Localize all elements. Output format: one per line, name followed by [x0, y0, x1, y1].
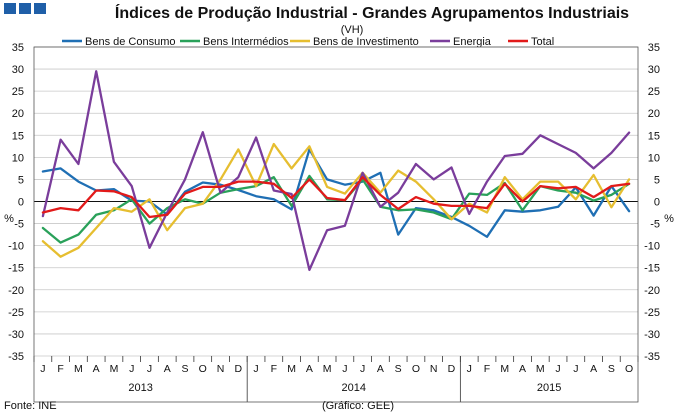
x-year-label: 2015: [537, 382, 561, 394]
legend: Bens de Consumo Bens Intermédios Bens de I…: [62, 36, 554, 48]
chart-subtitle: (VH): [341, 24, 364, 36]
y-tick-label-left: 20: [12, 108, 24, 120]
x-month-label: O: [412, 363, 420, 375]
y-tick-label-left: 10: [12, 152, 24, 164]
y-tick-label-left: 35: [12, 42, 24, 54]
y-tick-label-right: -30: [644, 329, 660, 341]
gridlines: [34, 46, 638, 357]
x-month-label: A: [377, 363, 384, 375]
x-month-label: M: [287, 363, 296, 375]
logo-square-3: [34, 3, 46, 14]
x-month-label: F: [57, 363, 63, 375]
y-tick-label-right: -10: [644, 241, 660, 253]
x-month-label: A: [93, 363, 100, 375]
x-month-label: M: [110, 363, 119, 375]
x-month-label: O: [625, 363, 633, 375]
x-month-label: S: [608, 363, 615, 375]
x-month-label: J: [360, 363, 365, 375]
y-tick-label-right: -5: [650, 219, 660, 231]
right-y-axis: 35 30 25 20 15 10 5 0 -5 -10 -15 -20 -25 -30 -35: [644, 42, 660, 363]
y-tick-label-right: -20: [644, 285, 660, 297]
y-tick-label-left: 15: [12, 130, 24, 142]
series-lines: [41, 70, 631, 272]
logo-square-2: [19, 3, 31, 14]
x-month-label: M: [323, 363, 332, 375]
x-month-label: J: [129, 363, 134, 375]
series-line-bens-de-consumo: [41, 148, 631, 238]
x-month-label: J: [40, 363, 45, 375]
legend-label-energia: Energia: [453, 36, 492, 48]
y-tick-label-left: 0: [18, 197, 24, 209]
y-tick-label-left: 5: [18, 174, 24, 186]
legend-label-bens-de-consumo: Bens de Consumo: [85, 36, 176, 48]
logo: [4, 3, 46, 14]
legend-label-bens-de-investimento: Bens de Investimento: [313, 36, 419, 48]
y-tick-label-right: -15: [644, 263, 660, 275]
left-y-axis: 35 30 25 20 15 10 5 0 -5 -10 -15 -20 -25 -30 -35: [8, 42, 24, 363]
x-month-label: J: [573, 363, 578, 375]
y-tick-label-right: 30: [648, 64, 660, 76]
x-month-label: J: [253, 363, 258, 375]
x-month-label: M: [500, 363, 509, 375]
y-tick-label-right: -35: [644, 351, 660, 363]
x-month-label: A: [306, 363, 313, 375]
y-tick-label-right: 35: [648, 42, 660, 54]
y-tick-label-left: -15: [8, 263, 24, 275]
y-tick-label-right: 5: [654, 174, 660, 186]
y-tick-label-right: -25: [644, 307, 660, 319]
y-tick-label-right: 0: [654, 197, 660, 209]
source-note: Fonte: INE: [4, 400, 57, 412]
y-tick-label-left: -5: [14, 219, 24, 231]
x-month-label: J: [467, 363, 472, 375]
y-tick-label-left: -30: [8, 329, 24, 341]
y-tick-label-left: -10: [8, 241, 24, 253]
credit-note: (Gráfico: GEE): [322, 400, 394, 412]
y-tick-label-right: 20: [648, 108, 660, 120]
y-tick-label-left: 25: [12, 86, 24, 98]
x-month-label: J: [555, 363, 560, 375]
chart-title: Índices de Produção Industrial - Grandes…: [115, 3, 629, 22]
x-month-label: N: [430, 363, 438, 375]
x-month-label: F: [484, 363, 490, 375]
x-month-label: A: [164, 363, 171, 375]
x-month-label: F: [271, 363, 277, 375]
x-month-label: A: [590, 363, 597, 375]
y-tick-label-left: -25: [8, 307, 24, 319]
x-month-label: A: [519, 363, 526, 375]
x-month-label: S: [395, 363, 402, 375]
x-year-label: 2013: [128, 382, 152, 394]
y-tick-label-right: 10: [648, 152, 660, 164]
x-year-label: 2014: [342, 382, 366, 394]
legend-label-total: Total: [531, 36, 554, 48]
legend-label-bens-intermedios: Bens Intermédios: [203, 36, 289, 48]
x-month-label: J: [147, 363, 152, 375]
y-tick-label-left: -20: [8, 285, 24, 297]
x-month-label: N: [217, 363, 225, 375]
x-month-label: M: [74, 363, 83, 375]
x-month-label: M: [536, 363, 545, 375]
series-line-total: [41, 176, 631, 219]
y-tick-label-right: 25: [648, 86, 660, 98]
right-y-axis-unit: %: [664, 213, 674, 225]
x-month-label: J: [342, 363, 347, 375]
x-month-label: S: [181, 363, 188, 375]
y-tick-label-right: 15: [648, 130, 660, 142]
y-tick-label-left: 30: [12, 64, 24, 76]
left-y-axis-unit: %: [4, 213, 14, 225]
x-month-label: D: [234, 363, 242, 375]
plot-frame: [33, 46, 639, 403]
logo-square-1: [4, 3, 16, 14]
x-month-label: D: [448, 363, 456, 375]
x-month-label: O: [199, 363, 207, 375]
y-tick-label-left: -35: [8, 351, 24, 363]
series-line-energia: [41, 70, 631, 272]
